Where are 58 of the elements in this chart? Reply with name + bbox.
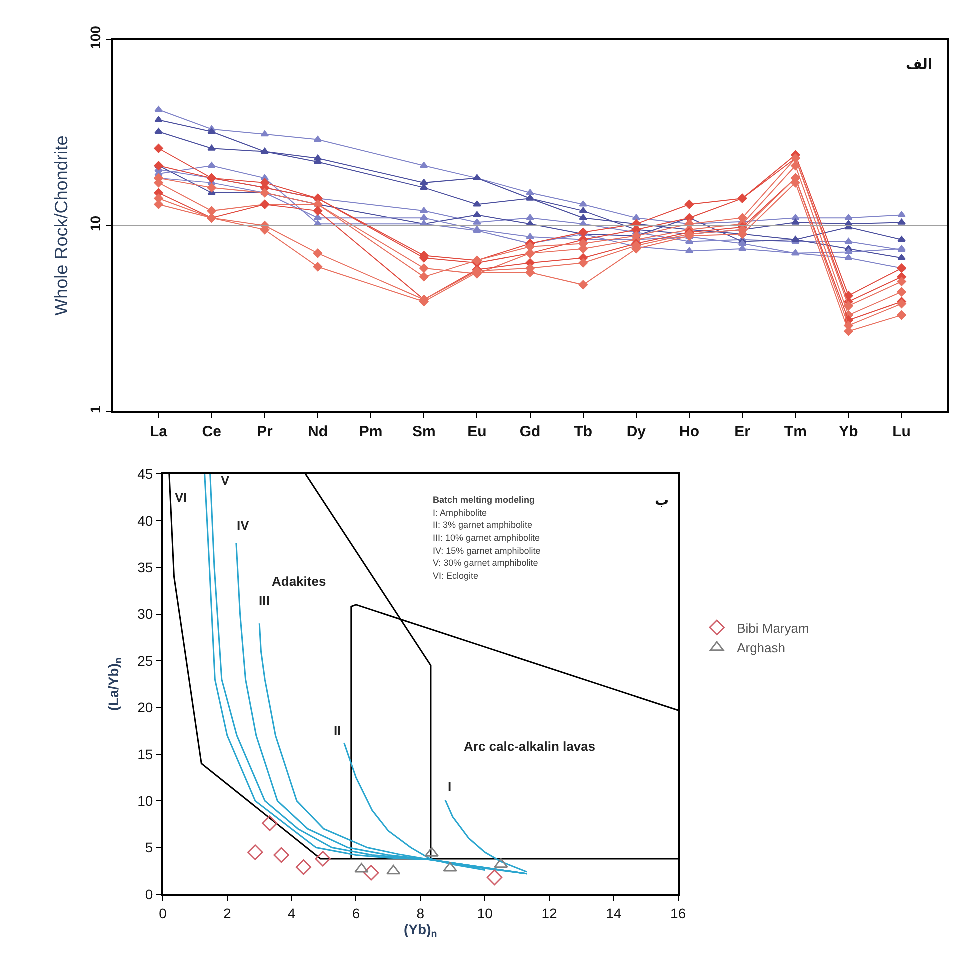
annotation: I — [448, 779, 452, 794]
annotation: IV: 15% garnet amphibolite — [433, 546, 541, 556]
annotation: ب — [655, 493, 670, 509]
x-tick-label: 16 — [670, 905, 686, 922]
y-tick-label: 40 — [138, 512, 154, 529]
x-tick-label: 12 — [542, 905, 558, 922]
x-tick-label: 8 — [416, 905, 425, 922]
x-tick-label: Pm — [359, 424, 383, 441]
legend-label: Bibi Maryam — [737, 620, 810, 636]
annotation: IV — [237, 518, 250, 533]
x-tick-label: Lu — [892, 424, 911, 441]
x-tick-label: Pr — [256, 424, 273, 441]
annotation: III — [259, 593, 270, 608]
annotation: V: 30% garnet amphibolite — [433, 558, 538, 568]
y-tick-label: 10 — [138, 792, 154, 809]
x-tick-label: 10 — [477, 905, 494, 922]
x-axis-title: (Yb)$_{n}$ — [404, 921, 438, 940]
x-tick-label: Sm — [412, 424, 436, 441]
x-tick-label: Eu — [468, 424, 487, 441]
y-tick-label: 5 — [145, 840, 154, 856]
x-tick-label: Er — [734, 424, 751, 441]
y-tick-label: 35 — [138, 559, 154, 576]
annotation: الف — [906, 57, 933, 73]
annotation: Adakites — [272, 574, 326, 589]
annotation: I: Amphibolite — [433, 508, 488, 518]
x-tick-label: 6 — [352, 905, 360, 922]
x-tick-label: 4 — [288, 905, 296, 922]
y-tick-label: 100 — [88, 26, 104, 50]
x-tick-label: Gd — [520, 424, 541, 441]
x-tick-label: La — [150, 424, 168, 441]
x-tick-label: Ho — [680, 424, 700, 441]
annotation: VI — [175, 490, 188, 505]
x-tick-label: Tb — [574, 424, 593, 441]
y-axis-title: Whole Rock/Chondrite — [51, 136, 72, 316]
annotation: V — [221, 473, 230, 488]
annotation: II: 3% garnet amphibolite — [433, 520, 533, 530]
x-tick-label: Dy — [626, 424, 647, 441]
x-tick-label: 14 — [606, 905, 622, 922]
x-tick-label: Tm — [784, 424, 807, 441]
x-tick-label: Nd — [308, 424, 328, 441]
x-tick-label: Yb — [839, 424, 858, 441]
y-tick-label: 45 — [138, 466, 154, 482]
annotation: Arc calc-alkalin lavas — [464, 739, 596, 754]
y-tick-label: 30 — [138, 606, 154, 622]
annotation: III: 10% garnet amphibolite — [433, 533, 540, 543]
annotation: II — [334, 723, 342, 738]
y-tick-label: 10 — [88, 216, 104, 232]
y-tick-label: 15 — [138, 746, 154, 762]
annotation: Batch melting modeling — [433, 495, 536, 505]
y-tick-label: 0 — [145, 886, 154, 902]
y-tick-label: 25 — [138, 652, 154, 669]
x-tick-label: 2 — [224, 905, 232, 922]
y-tick-label: 20 — [138, 700, 154, 716]
annotation: VI: Eclogite — [433, 571, 479, 581]
x-tick-label: Ce — [202, 424, 222, 441]
legend-label: Arghash — [737, 640, 786, 656]
y-tick-label: 1 — [88, 406, 104, 414]
x-tick-label: 0 — [159, 905, 168, 922]
